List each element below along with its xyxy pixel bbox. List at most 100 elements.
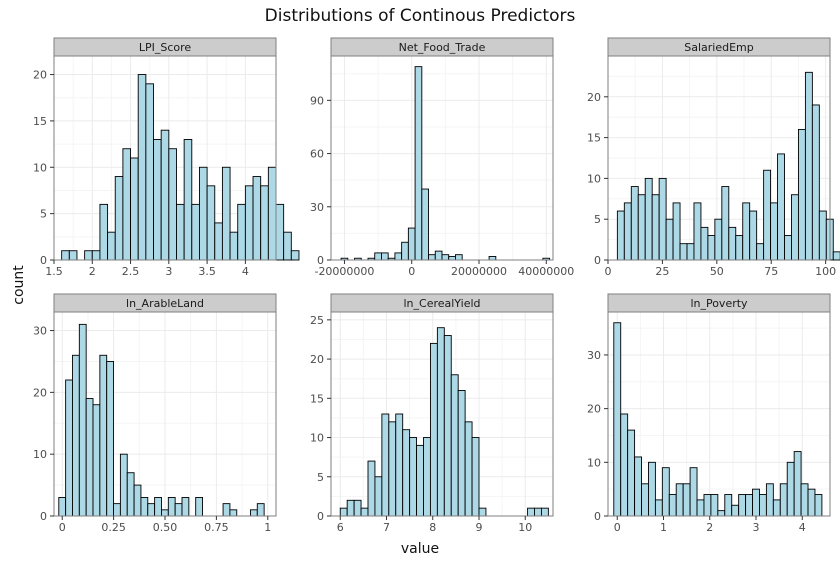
histogram-bar bbox=[401, 241, 409, 261]
histogram-bar bbox=[91, 250, 101, 261]
histogram-bar bbox=[176, 203, 185, 261]
histogram-bar bbox=[707, 235, 716, 261]
x-tick-label: 0 bbox=[605, 265, 612, 278]
histogram-bar bbox=[381, 252, 389, 261]
y-tick-label: 20 bbox=[587, 403, 601, 416]
histogram-bar bbox=[786, 461, 795, 517]
histogram-bar bbox=[450, 374, 459, 517]
histogram-bar bbox=[731, 504, 740, 517]
histogram-bar bbox=[471, 437, 480, 517]
histogram-bar bbox=[360, 507, 369, 517]
histogram-bar bbox=[627, 429, 636, 517]
y-tick-label: 10 bbox=[587, 456, 601, 469]
histogram-bar bbox=[682, 483, 691, 517]
y-tick-label: 10 bbox=[33, 161, 47, 174]
histogram-bar bbox=[267, 166, 277, 261]
facet-strip-label: SalariedEmp bbox=[684, 41, 754, 54]
histogram-bar bbox=[388, 421, 397, 517]
histogram-bar bbox=[275, 203, 285, 261]
y-tick-label: 20 bbox=[310, 353, 324, 366]
x-tick-label: 0.25 bbox=[101, 521, 126, 534]
histogram-bar bbox=[448, 256, 456, 261]
histogram-bar bbox=[443, 335, 452, 517]
histogram-bar bbox=[478, 507, 487, 517]
x-tick-label: 1.5 bbox=[45, 265, 63, 278]
histogram-bar bbox=[648, 461, 656, 517]
histogram-bar bbox=[672, 202, 681, 261]
x-tick-label: -20000000 bbox=[314, 265, 374, 278]
x-tick-label: 0 bbox=[408, 265, 415, 278]
histogram-bar bbox=[244, 185, 254, 261]
histogram-bar bbox=[644, 177, 653, 261]
histogram-bar bbox=[256, 503, 265, 517]
histogram-bar bbox=[779, 483, 788, 517]
histogram-bar bbox=[395, 413, 404, 517]
histogram-bar bbox=[689, 467, 698, 517]
histogram-bar bbox=[421, 188, 429, 261]
x-tick-label: 4 bbox=[799, 521, 806, 534]
x-tick-label: 3 bbox=[165, 265, 172, 278]
histogram-bar bbox=[807, 488, 816, 517]
histogram-bar bbox=[161, 509, 169, 517]
histogram-bar bbox=[122, 148, 132, 261]
histogram-bar bbox=[374, 252, 382, 261]
histogram-bar bbox=[488, 256, 497, 261]
histogram-bar bbox=[763, 169, 772, 261]
x-tick-label: 2.5 bbox=[122, 265, 140, 278]
histogram-bar bbox=[527, 507, 535, 517]
histogram-bar bbox=[772, 499, 781, 517]
histogram-bar bbox=[183, 139, 193, 261]
panel-border bbox=[330, 55, 554, 261]
histogram-bar bbox=[759, 494, 767, 517]
histogram-bar bbox=[742, 202, 751, 261]
y-tick-label: 10 bbox=[33, 448, 47, 461]
y-tick-label: 25 bbox=[310, 314, 324, 327]
histogram-bar bbox=[534, 507, 542, 517]
histogram-bar bbox=[153, 139, 162, 261]
panel-background bbox=[331, 56, 553, 260]
histogram-bar bbox=[623, 202, 632, 261]
histogram-bar bbox=[130, 157, 139, 261]
histogram-bar bbox=[174, 503, 183, 517]
histogram-bar bbox=[616, 210, 625, 261]
histogram-bar bbox=[407, 227, 416, 261]
histogram-bar bbox=[252, 176, 262, 261]
panel-border bbox=[53, 55, 277, 261]
y-tick-label: 0 bbox=[317, 254, 324, 267]
histogram-bar bbox=[777, 153, 785, 261]
histogram-bar bbox=[191, 203, 200, 261]
x-tick-label: 0 bbox=[59, 521, 66, 534]
y-tick-label: 5 bbox=[594, 213, 601, 226]
histogram-bar bbox=[738, 494, 747, 517]
histogram-bar bbox=[749, 210, 758, 261]
histogram-bar bbox=[374, 476, 383, 517]
y-tick-label: 0 bbox=[317, 510, 324, 523]
histogram-bar bbox=[654, 499, 663, 517]
histogram-bar bbox=[206, 185, 216, 261]
y-tick-label: 0 bbox=[594, 254, 601, 267]
histogram-bar bbox=[145, 83, 154, 261]
x-tick-label: 2 bbox=[89, 265, 96, 278]
histogram-bar bbox=[99, 354, 108, 517]
histogram-bar bbox=[133, 484, 142, 517]
x-tick-label: 50 bbox=[710, 265, 724, 278]
histogram-bar bbox=[703, 494, 712, 517]
facet-panel: Net_Food_Trade-20000000 0 20000000 40000000… bbox=[310, 37, 574, 278]
histogram-bar bbox=[464, 421, 473, 517]
facet-panel: LPI_Score 1.5 2 2.5 3 3.5 4 0 5 10 15 20 bbox=[33, 37, 300, 278]
y-tick-label: 10 bbox=[310, 432, 324, 445]
histogram-bar bbox=[745, 494, 753, 517]
histogram-bar bbox=[229, 509, 238, 517]
y-tick-label: 5 bbox=[40, 208, 47, 221]
histogram-bar bbox=[770, 202, 778, 261]
panel-border bbox=[607, 55, 831, 261]
histogram-bar bbox=[85, 398, 94, 517]
histogram-bar bbox=[793, 451, 802, 517]
histogram-bar bbox=[832, 251, 840, 261]
histogram-bar bbox=[651, 194, 660, 261]
y-tick-label: 0 bbox=[40, 254, 47, 267]
facet-panel: SalariedEmp 0 25 50 75 100 0 5 10 15 20 bbox=[587, 37, 840, 278]
x-tick-label: 75 bbox=[764, 265, 778, 278]
histogram-bar bbox=[613, 322, 622, 517]
